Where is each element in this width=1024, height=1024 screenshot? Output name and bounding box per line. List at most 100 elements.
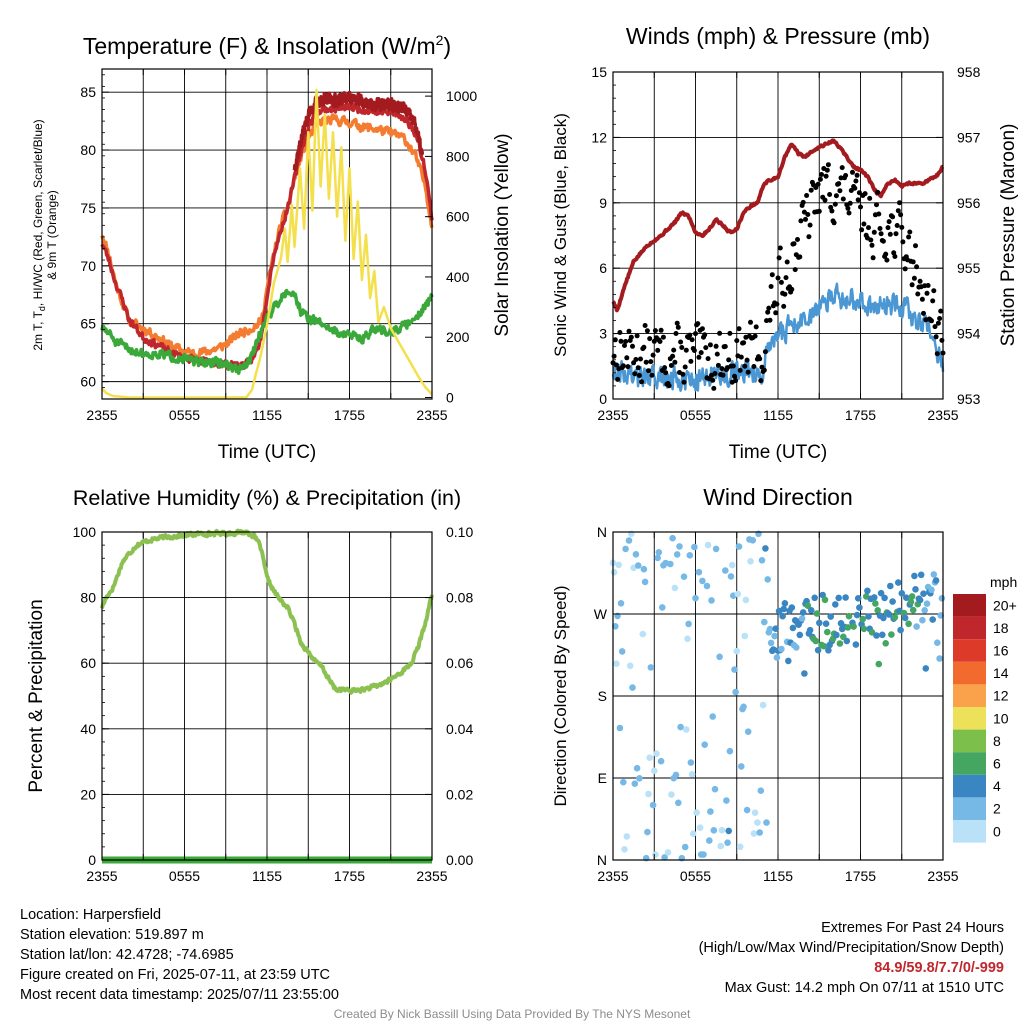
direction-point xyxy=(688,771,696,778)
x-tick-label: 2355 xyxy=(927,407,958,423)
legend-swatch xyxy=(953,729,986,753)
temperature-grid xyxy=(102,69,432,399)
direction-point xyxy=(617,600,625,607)
gust-point xyxy=(710,377,716,383)
direction-point xyxy=(762,545,769,552)
direction-point xyxy=(706,837,713,844)
gust-point xyxy=(620,363,626,369)
gust-point xyxy=(781,303,787,309)
gust-point xyxy=(752,333,758,339)
temperature-series xyxy=(100,88,434,399)
station-location: Location: Harpersfield xyxy=(20,907,162,923)
direction-point xyxy=(889,598,896,605)
x-tick-label: 2355 xyxy=(597,868,628,884)
x-tick-label: 1755 xyxy=(334,407,365,423)
direction-point xyxy=(710,827,718,834)
direction-point xyxy=(652,851,659,858)
gust-point xyxy=(867,195,873,201)
direction-point xyxy=(636,775,643,782)
gust-point xyxy=(884,257,890,263)
y2-tick-label: 0.00 xyxy=(446,852,473,868)
gust-point xyxy=(698,350,704,356)
gust-point xyxy=(915,291,921,297)
gust-point xyxy=(893,231,899,237)
x-tick-label: 0555 xyxy=(169,868,200,884)
direction-point xyxy=(938,595,946,602)
gust-point xyxy=(910,259,916,265)
speed-legend: 20+ 18 16 14 12 10 8 6 4 2 0 xyxy=(953,594,1017,843)
gust-point xyxy=(634,333,640,339)
gust-point xyxy=(635,365,641,371)
direction-point xyxy=(677,723,684,731)
gust-point xyxy=(868,237,874,243)
direction-point xyxy=(703,582,711,590)
gust-point xyxy=(798,218,804,224)
direction-point xyxy=(683,726,690,733)
gust-point xyxy=(655,347,661,353)
gust-point xyxy=(657,339,663,344)
direction-point xyxy=(695,568,703,576)
gust-point xyxy=(935,320,941,326)
direction-point xyxy=(696,824,704,831)
direction-point xyxy=(622,545,629,553)
gust-point xyxy=(909,282,915,288)
x-tick-label: 1755 xyxy=(845,407,876,423)
temperature-ticks: 2355 0555 1155 1755 2355 60 65 70 75 80 85 0 200 400 6… xyxy=(80,69,477,423)
direction-point xyxy=(793,644,800,651)
gust-point xyxy=(744,357,750,363)
gust-point xyxy=(726,357,732,363)
legend-swatch xyxy=(953,661,986,685)
gust-point xyxy=(933,334,939,340)
direction-point xyxy=(820,642,828,650)
figure-created: Figure created on Fri, 2025-07-11, at 23… xyxy=(20,967,331,983)
direction-point xyxy=(701,741,708,748)
y2-tick-label: 958 xyxy=(957,64,981,80)
direction-point xyxy=(833,631,840,639)
direction-point xyxy=(700,851,707,858)
direction-point xyxy=(623,833,631,840)
gust-point xyxy=(819,172,824,177)
direction-point xyxy=(919,616,926,624)
direction-point xyxy=(758,557,766,564)
x-tick-label: 2355 xyxy=(86,407,117,423)
direction-point xyxy=(712,545,720,553)
gust-point xyxy=(816,208,822,214)
y2-tick-label: 600 xyxy=(446,209,470,225)
direction-point xyxy=(814,646,822,654)
gust-point xyxy=(847,200,853,206)
direction-point xyxy=(684,635,691,643)
gust-point xyxy=(611,353,617,359)
gust-point xyxy=(682,364,688,370)
gust-point xyxy=(774,301,780,307)
gust-point xyxy=(921,310,926,316)
direction-point xyxy=(932,577,940,584)
direction-point xyxy=(625,537,633,544)
direction-point xyxy=(929,616,936,623)
direction-point xyxy=(796,631,804,639)
direction-point xyxy=(645,790,652,798)
gust-point xyxy=(932,324,938,330)
direction-point xyxy=(618,648,626,655)
direction-point xyxy=(806,626,814,634)
direction-point xyxy=(928,586,935,594)
direction-point xyxy=(693,809,700,816)
direction-point xyxy=(789,624,797,632)
gust-point xyxy=(911,275,917,281)
direction-point xyxy=(778,645,785,653)
x-tick-label: 2355 xyxy=(416,407,447,423)
gust-point xyxy=(895,208,901,214)
gust-point xyxy=(823,173,829,179)
direction-point xyxy=(835,594,842,602)
x-tick-label: 1755 xyxy=(334,868,365,884)
gust-point xyxy=(775,275,781,281)
direction-point xyxy=(641,578,649,586)
gust-point xyxy=(843,173,849,178)
extremes-title: Extremes For Past 24 Hours xyxy=(821,920,1004,936)
gust-point xyxy=(852,185,858,191)
y-tick-label: 80 xyxy=(80,590,96,606)
gust-point xyxy=(736,326,742,332)
gust-point xyxy=(717,330,723,336)
gust-point xyxy=(630,343,635,349)
winds-x-axis-label: Time (UTC) xyxy=(729,442,828,463)
gust-point xyxy=(886,219,892,225)
